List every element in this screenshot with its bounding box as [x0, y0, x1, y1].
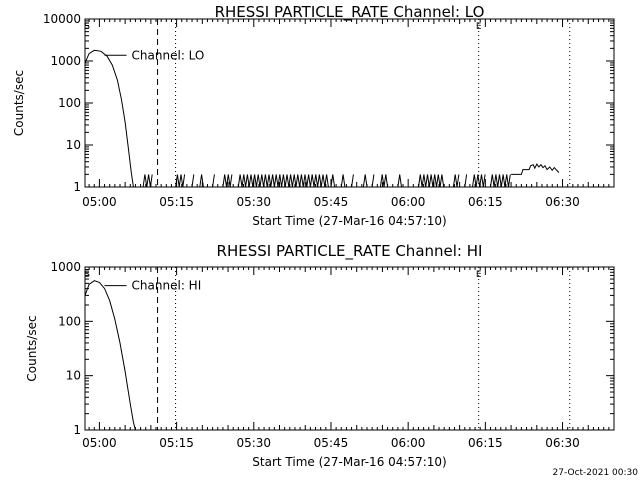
- panel-hi-channel: RHESSI PARTICLE_RATE Channel: HI 1 10 100 10…: [25, 242, 615, 469]
- panel-lo-channel: RHESSI PARTICLE_RATE Channel: LO 1 10 100 10…: [12, 3, 615, 228]
- series-noise-segment: [237, 174, 329, 188]
- y-tick-label: 1000: [50, 54, 81, 68]
- y-tick-label: 10: [66, 138, 81, 152]
- x-tick-label: 05:00: [82, 436, 117, 450]
- y-tick-label: 1: [73, 180, 81, 194]
- y-tick-label: 10000: [43, 12, 81, 26]
- footer-timestamp: 27-Oct-2021 00:30: [553, 468, 639, 478]
- x-tick-label: 06:30: [545, 436, 580, 450]
- x-tick-label: 05:15: [159, 436, 194, 450]
- series-noise-segment: [418, 174, 445, 188]
- plot-frame: [84, 266, 615, 431]
- series-noise-segment: [340, 174, 346, 188]
- series-noise-segment: [222, 174, 233, 188]
- series-noise-segment: [362, 174, 368, 188]
- x-tick-label: 05:30: [236, 195, 271, 209]
- chart-title: RHESSI PARTICLE_RATE Channel: HI: [217, 242, 483, 261]
- interval-marker: E: [476, 22, 482, 32]
- y-tick-label: 100: [58, 96, 81, 110]
- series-decay-curve: [84, 280, 136, 431]
- y-axis-label: Counts/sec: [25, 315, 39, 381]
- interval-marker: S: [84, 270, 90, 280]
- y-tick-label: 1000: [50, 260, 81, 274]
- x-tick-label: 05:30: [236, 436, 271, 450]
- x-tick-label: 05:45: [314, 195, 349, 209]
- series-noise-segment: [490, 174, 511, 188]
- interval-marker: E: [476, 270, 482, 280]
- series-noise-segment: [199, 174, 204, 188]
- y-tick-label: 100: [58, 314, 81, 328]
- series-noise-segment: [191, 174, 195, 188]
- x-tick-label: 06:00: [391, 195, 426, 209]
- series-decay-curve: [84, 49, 134, 188]
- series-noise-segment: [379, 174, 389, 188]
- x-tick-label: 06:00: [391, 436, 426, 450]
- series-noise-segment: [212, 174, 215, 188]
- x-axis-label: Start Time (27-Mar-16 04:57:10): [252, 455, 446, 469]
- x-tick-label: 06:30: [545, 195, 580, 209]
- series-noise-segment: [452, 174, 460, 188]
- series-noise-segment: [175, 174, 186, 188]
- series-noise-segment: [142, 174, 153, 188]
- interval-marker: S: [84, 22, 90, 32]
- series-label: Channel: HI: [132, 279, 202, 293]
- series-noise-segment: [330, 174, 336, 188]
- x-tick-label: 05:00: [82, 195, 117, 209]
- series-noise-segment: [371, 174, 375, 188]
- x-axis-label: Start Time (27-Mar-16 04:57:10): [252, 214, 446, 228]
- y-tick-label: 10: [66, 369, 81, 383]
- series-tail: [511, 163, 560, 175]
- plot-frame: [84, 18, 615, 188]
- series-noise-segment: [397, 174, 402, 188]
- x-tick-label: 06:15: [468, 195, 503, 209]
- y-axis-label: Counts/sec: [12, 70, 26, 136]
- series-label: Channel: LO: [132, 48, 205, 62]
- x-tick-label: 06:15: [468, 436, 503, 450]
- x-tick-label: 05:45: [314, 436, 349, 450]
- x-tick-label: 05:15: [159, 195, 194, 209]
- chart-title: RHESSI PARTICLE_RATE Channel: LO: [215, 3, 485, 22]
- series-noise-segment: [351, 174, 354, 188]
- series-noise-segment: [464, 174, 468, 188]
- y-tick-label: 1: [73, 423, 81, 437]
- series-noise-segment: [472, 174, 486, 188]
